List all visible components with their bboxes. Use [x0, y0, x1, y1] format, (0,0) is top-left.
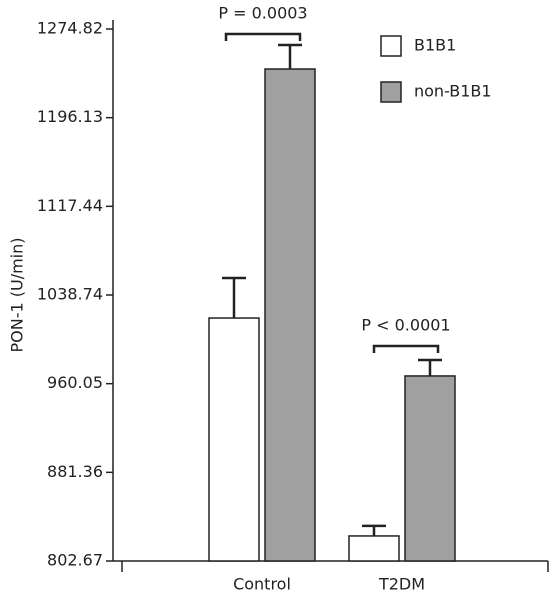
significance-bracket: [372, 344, 440, 353]
y-tick-label: 1038.74: [37, 285, 103, 304]
legend-label: non-B1B1: [414, 82, 492, 101]
y-tick-label: 1117.44: [37, 196, 103, 215]
bar: [208, 317, 260, 562]
y-tick-label: 802.67: [47, 551, 103, 570]
legend-swatch: [380, 81, 402, 103]
x-tick-label: T2DM: [378, 575, 425, 594]
error-bar: [278, 43, 302, 70]
y-tick-label: 1274.82: [37, 19, 103, 38]
error-bar: [222, 276, 246, 319]
error-bar: [418, 358, 442, 376]
significance-bracket: [224, 32, 302, 41]
y-tick-label: 1196.13: [37, 107, 103, 126]
y-tick-label: 960.05: [47, 373, 103, 392]
legend-swatch: [380, 35, 402, 57]
bar: [404, 375, 456, 562]
legend-label: B1B1: [414, 36, 456, 55]
x-tick-label: Control: [233, 575, 291, 594]
annotation: P = 0.0003: [218, 4, 307, 23]
annotation: P < 0.0001: [361, 316, 450, 335]
y-axis-label: PON-1 (U/min): [8, 237, 27, 352]
y-tick-label: 881.36: [47, 462, 103, 481]
error-bar: [362, 524, 386, 536]
bar: [348, 535, 400, 562]
bar: [264, 68, 316, 562]
